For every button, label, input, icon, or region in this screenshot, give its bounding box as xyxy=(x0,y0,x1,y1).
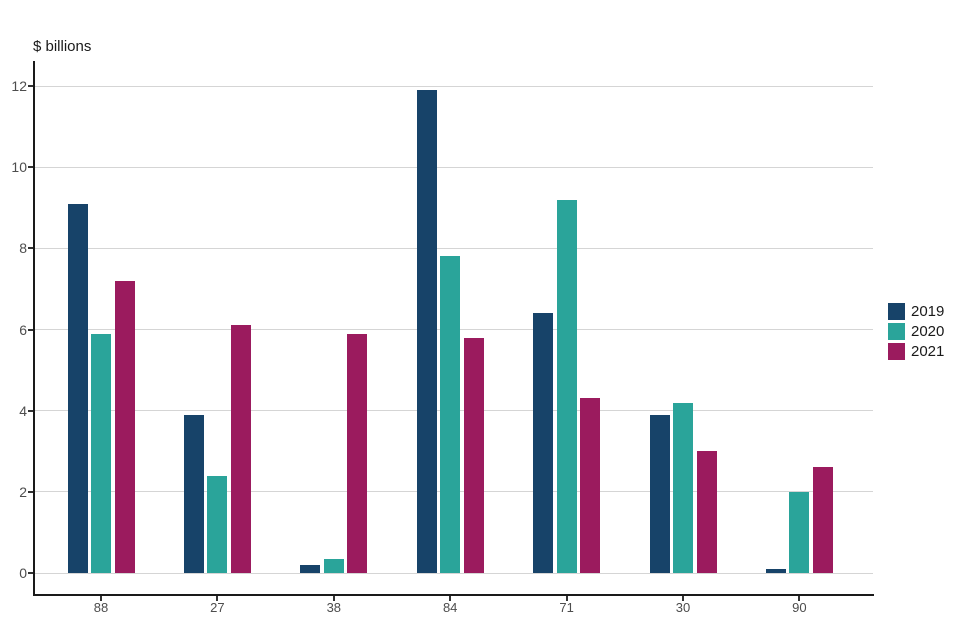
x-tick-label-30: 30 xyxy=(675,600,691,615)
y-tick-mark-0 xyxy=(28,572,33,574)
x-tick-label-38: 38 xyxy=(326,600,342,615)
x-tick-mark-27 xyxy=(216,596,219,601)
legend-swatch-2020 xyxy=(888,323,905,340)
bar-2021-27 xyxy=(230,325,251,573)
bar-2019-38 xyxy=(300,565,321,573)
bar-2019-30 xyxy=(649,415,670,573)
y-tick-mark-2 xyxy=(28,490,33,493)
legend-label-2019: 2019 xyxy=(911,303,945,320)
legend-swatch-2019 xyxy=(888,303,905,320)
x-tick-label-90: 90 xyxy=(792,600,807,615)
y-tick-mark-8 xyxy=(28,247,33,250)
x-tick-mark-38 xyxy=(332,596,335,601)
x-tick-mark-30 xyxy=(682,596,684,601)
bar-2019-27 xyxy=(183,415,204,573)
gridline-y-8 xyxy=(34,247,873,249)
x-tick-label-88: 88 xyxy=(93,600,109,615)
bar-2020-38 xyxy=(323,559,344,573)
bar-2019-90 xyxy=(765,569,786,573)
bar-2019-71 xyxy=(533,313,554,573)
gridline-y-0 xyxy=(34,572,873,574)
x-tick-mark-71 xyxy=(565,596,568,601)
bar-2019-88 xyxy=(67,204,88,573)
bar-2021-30 xyxy=(696,451,717,573)
legend-label-2021: 2021 xyxy=(911,343,945,360)
x-tick-label-71: 71 xyxy=(559,600,574,615)
gridline-y-12 xyxy=(34,85,873,87)
legend-label-2020: 2020 xyxy=(911,323,945,340)
bar-2020-90 xyxy=(789,492,810,573)
y-axis-title: $ billions xyxy=(33,38,92,55)
y-tick-label-10: 10 xyxy=(11,159,27,176)
legend-item-2020: 2020 xyxy=(888,323,944,340)
y-tick-mark-12 xyxy=(28,85,33,87)
y-tick-mark-4 xyxy=(28,409,33,412)
bar-2020-30 xyxy=(673,403,693,573)
bar-2020-88 xyxy=(91,334,111,573)
legend-item-2019: 2019 xyxy=(888,303,944,320)
bar-2021-88 xyxy=(114,281,135,573)
x-axis-line xyxy=(33,594,874,596)
legend-item-2021: 2021 xyxy=(888,343,944,360)
y-tick-label-8: 8 xyxy=(19,240,27,257)
y-tick-mark-6 xyxy=(28,328,33,331)
y-tick-label-2: 2 xyxy=(19,483,27,500)
x-tick-mark-90 xyxy=(798,596,801,601)
y-axis-line xyxy=(33,61,35,595)
y-tick-mark-10 xyxy=(28,166,33,169)
y-tick-label-6: 6 xyxy=(19,321,27,338)
legend: 2019 2020 2021 xyxy=(888,303,944,360)
y-tick-label-12: 12 xyxy=(11,78,27,94)
bar-2020-84 xyxy=(440,256,461,573)
bar-2021-71 xyxy=(580,398,601,573)
y-tick-label-0: 0 xyxy=(19,565,27,581)
bar-2021-90 xyxy=(812,467,833,573)
gridline-y-10 xyxy=(34,166,873,168)
x-tick-mark-84 xyxy=(449,596,452,601)
y-tick-label-4: 4 xyxy=(19,402,27,419)
bar-2019-84 xyxy=(416,90,437,573)
bar-2020-27 xyxy=(207,476,228,573)
x-tick-label-27: 27 xyxy=(210,600,225,615)
bar-2021-84 xyxy=(463,338,484,573)
bar-2020-71 xyxy=(556,200,577,573)
x-tick-mark-88 xyxy=(100,596,102,601)
x-tick-label-84: 84 xyxy=(442,600,458,615)
bar-2021-38 xyxy=(347,334,368,573)
legend-swatch-2021 xyxy=(888,343,905,360)
